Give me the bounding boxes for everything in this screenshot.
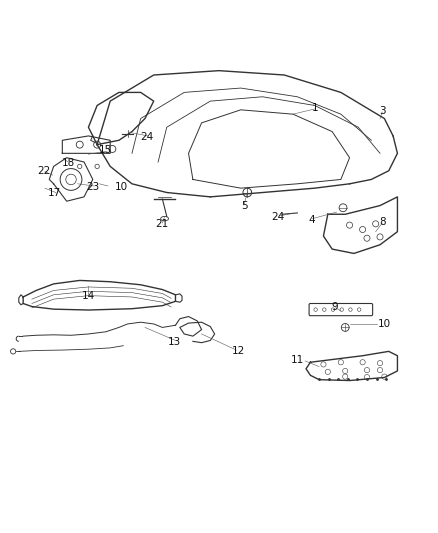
Text: 8: 8	[379, 217, 386, 227]
Text: 12: 12	[232, 346, 245, 356]
Text: 23: 23	[86, 182, 99, 192]
Text: 11: 11	[291, 354, 304, 365]
Text: 5: 5	[241, 200, 247, 211]
Text: 24: 24	[271, 212, 284, 222]
Text: 21: 21	[155, 219, 168, 229]
Text: 10: 10	[378, 319, 391, 329]
Text: 14: 14	[82, 290, 95, 301]
Text: 9: 9	[332, 302, 338, 312]
Text: 15: 15	[99, 145, 113, 155]
Text: 13: 13	[168, 337, 181, 347]
Text: 24: 24	[140, 132, 153, 142]
Text: 22: 22	[37, 166, 50, 176]
Text: 1: 1	[311, 103, 318, 112]
Text: 10: 10	[115, 182, 127, 192]
Text: 3: 3	[379, 106, 385, 116]
Text: 4: 4	[308, 215, 315, 225]
Text: 17: 17	[48, 188, 61, 198]
Text: 18: 18	[61, 158, 74, 168]
